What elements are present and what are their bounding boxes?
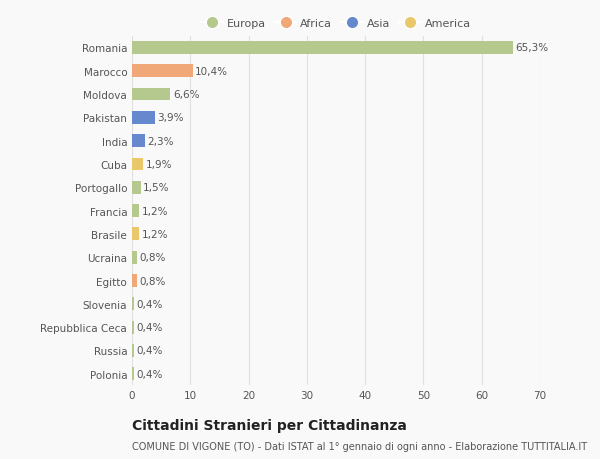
- Bar: [132, 251, 137, 264]
- Bar: [132, 42, 512, 55]
- Text: 1,5%: 1,5%: [143, 183, 170, 193]
- Text: 10,4%: 10,4%: [195, 67, 228, 77]
- Text: 0,4%: 0,4%: [137, 299, 163, 309]
- Text: 0,8%: 0,8%: [139, 252, 166, 263]
- Text: 1,2%: 1,2%: [142, 206, 168, 216]
- Bar: [132, 205, 139, 218]
- Text: 1,9%: 1,9%: [145, 160, 172, 170]
- Bar: [132, 181, 141, 194]
- Text: 0,4%: 0,4%: [137, 346, 163, 356]
- Bar: [132, 298, 134, 311]
- Bar: [132, 158, 143, 171]
- Bar: [132, 65, 193, 78]
- Text: 0,8%: 0,8%: [139, 276, 166, 286]
- Text: 65,3%: 65,3%: [515, 43, 548, 53]
- Bar: [132, 274, 137, 287]
- Legend: Europa, Africa, Asia, America: Europa, Africa, Asia, America: [197, 14, 475, 33]
- Text: Cittadini Stranieri per Cittadinanza: Cittadini Stranieri per Cittadinanza: [132, 418, 407, 431]
- Text: 3,9%: 3,9%: [157, 113, 184, 123]
- Text: 6,6%: 6,6%: [173, 90, 199, 100]
- Bar: [132, 228, 139, 241]
- Text: 2,3%: 2,3%: [148, 136, 174, 146]
- Bar: [132, 112, 155, 124]
- Text: COMUNE DI VIGONE (TO) - Dati ISTAT al 1° gennaio di ogni anno - Elaborazione TUT: COMUNE DI VIGONE (TO) - Dati ISTAT al 1°…: [132, 441, 587, 451]
- Bar: [132, 321, 134, 334]
- Text: 1,2%: 1,2%: [142, 230, 168, 240]
- Text: 0,4%: 0,4%: [137, 322, 163, 332]
- Bar: [132, 368, 134, 381]
- Bar: [132, 135, 145, 148]
- Text: 0,4%: 0,4%: [137, 369, 163, 379]
- Bar: [132, 344, 134, 357]
- Bar: [132, 89, 170, 101]
